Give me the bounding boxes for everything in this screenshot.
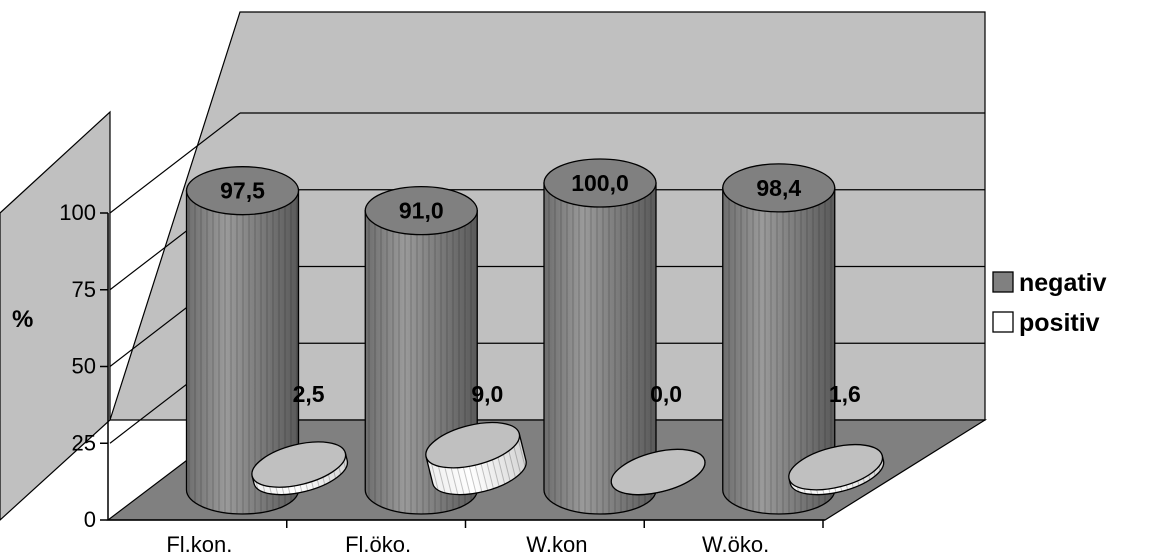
legend-entry: positiv xyxy=(1019,309,1100,337)
bar-positiv-cap xyxy=(788,443,884,491)
bar-negativ-cap xyxy=(543,158,657,208)
bar-positiv xyxy=(610,448,706,496)
legend: negativ positiv xyxy=(992,269,1107,337)
bar-positiv-cap xyxy=(425,421,521,469)
bar-negativ-shading xyxy=(722,187,835,515)
bars xyxy=(185,158,885,515)
side-wall xyxy=(0,110,111,521)
axes: 0 25 50 75 100 Fl.kon. Fl.öko. W.kon W.öko. xyxy=(59,200,825,557)
y-tick-label: 100 xyxy=(59,200,96,225)
legend-swatch xyxy=(992,271,1014,293)
data-label-negativ: 98,4 xyxy=(756,175,801,201)
data-label-negativ: 97,5 xyxy=(220,178,265,204)
y-tick-label: 50 xyxy=(72,354,96,379)
data-label-negativ: 100,0 xyxy=(571,170,629,196)
bar-negativ-cap xyxy=(185,166,300,216)
y-axis-title: % xyxy=(12,306,33,333)
gridline-side xyxy=(109,112,241,214)
bar-negativ-shading xyxy=(186,190,299,515)
legend-entry: negativ xyxy=(1019,269,1107,297)
bar-negativ xyxy=(364,185,478,515)
x-category-label: Fl.öko. xyxy=(345,532,411,557)
bar-positiv xyxy=(251,441,349,496)
x-category-label: Fl.kon. xyxy=(166,532,232,557)
bar-negativ xyxy=(543,158,657,515)
bar-positiv xyxy=(788,443,885,496)
y-tick-label: 75 xyxy=(72,277,96,302)
data-label-positiv: 0,0 xyxy=(650,381,682,407)
data-label-positiv: 2,5 xyxy=(293,381,325,407)
bar-negativ xyxy=(185,166,300,515)
data-label-positiv: 1,6 xyxy=(829,381,861,407)
data-label-negativ: 91,0 xyxy=(399,198,444,224)
bar-positiv xyxy=(425,421,527,496)
data-labels: 97,5 2,5 91,0 9,0 100,0 0,0 98,4 1,6 xyxy=(220,170,861,407)
bar-negativ-cap xyxy=(722,163,836,213)
legend-swatch xyxy=(992,311,1014,333)
data-label-positiv: 9,0 xyxy=(471,381,503,407)
bar-negativ xyxy=(722,163,836,515)
bar-negativ-shading xyxy=(544,183,656,514)
bar-positiv-cap xyxy=(251,441,347,488)
bar-positiv-cap xyxy=(610,448,706,496)
x-category-label: W.öko. xyxy=(702,532,769,557)
y-tick-label: 25 xyxy=(72,430,96,455)
bar-negativ-cap xyxy=(364,185,478,236)
y-tick-label: 0 xyxy=(84,507,96,532)
x-category-label: W.kon xyxy=(526,532,587,557)
